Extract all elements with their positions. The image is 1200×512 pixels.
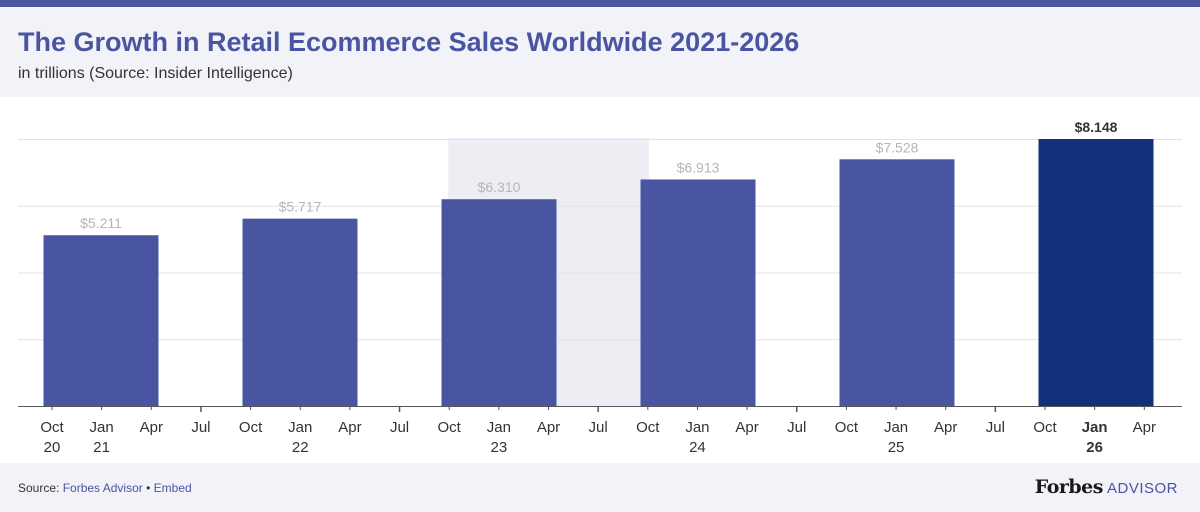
x-tick-label: Apr [140,419,163,436]
source-prefix: Source: [18,481,60,495]
bar [441,199,557,406]
chart-title: The Growth in Retail Ecommerce Sales Wor… [18,27,800,57]
forbes-advisor-logo: Forbes ADVISOR [1035,476,1178,498]
source-line: Source: Forbes Advisor • Embed [18,481,192,495]
source-link[interactable]: Forbes Advisor [62,481,143,495]
bar-value-label: $5.211 [80,215,122,231]
x-tick-label: Jul [390,419,409,436]
x-tick-label: Oct [438,419,462,436]
x-tick-label: Jul [191,419,210,436]
bar-chart: $5.211 $5.717 $6.310 $6.913 $7.528 $8.148 Oct 2… [18,119,1182,456]
x-tick-label: Oct [40,419,64,436]
x-tick-label: Apr [735,419,758,436]
x-tick-year-label: 22 [292,439,309,456]
source-separator: • [146,481,151,495]
brand-suffix: ADVISOR [1106,480,1178,497]
bar-value-label: $6.310 [478,179,521,195]
x-tick-year-label: 20 [44,439,61,456]
x-tick-year-label: 21 [93,439,110,456]
x-tick-label: Jan [90,419,114,436]
embed-link[interactable]: Embed [153,481,192,495]
x-tick-year-label: 24 [689,439,706,456]
bar [640,179,756,406]
bar [839,159,955,406]
brand-name: Forbes [1034,476,1104,498]
x-tick-label: Oct [239,419,263,436]
x-tick-label: Oct [835,419,859,436]
chart-footer: Source: Forbes Advisor • Embed Forbes ADV… [0,463,1200,512]
x-tick-year-label: 23 [491,439,508,456]
chart-header: The Growth in Retail Ecommerce Sales Wor… [0,7,1200,97]
x-tick-label: Jan [288,419,312,436]
bar [1038,139,1154,406]
bar-value-label: $8.148 [1075,119,1118,135]
x-tick-label: Apr [338,419,361,436]
bar-value-label: $6.913 [677,159,720,175]
x-tick-label: Jan [685,419,709,436]
x-tick-label: Apr [934,419,957,436]
bar-value-label: $5.717 [279,199,322,215]
x-tick-label: Jan [487,419,511,436]
bar-value-label: $7.528 [876,139,919,155]
x-tick-year-label: 26 [1086,439,1103,456]
top-accent-bar [0,0,1200,7]
x-tick-label: Oct [1033,419,1057,436]
x-tick-label: Apr [1133,419,1156,436]
x-tick-label: Jan [1082,419,1108,436]
bar [242,218,358,406]
x-tick-label: Jul [787,419,806,436]
x-tick-year-label: 25 [888,439,905,456]
x-tick-label: Jul [589,419,608,436]
x-tick-label: Apr [537,419,560,436]
x-tick-label: Jul [986,419,1005,436]
bar [43,235,159,406]
x-tick-label: Jan [884,419,908,436]
x-tick-label: Oct [636,419,660,436]
chart-subtitle: in trillions (Source: Insider Intelligen… [18,65,293,82]
